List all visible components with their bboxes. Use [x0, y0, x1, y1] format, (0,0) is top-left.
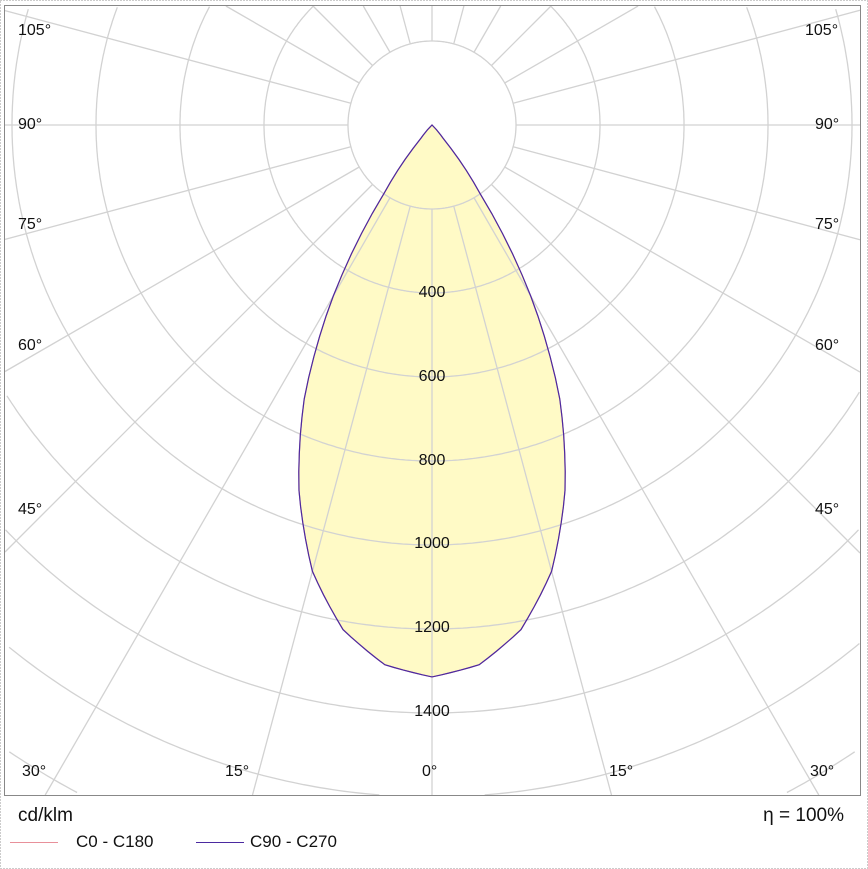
- angle-label-right: 30°: [810, 763, 835, 780]
- angle-label-left: 105°: [18, 22, 52, 39]
- legend-label-c0: C0 - C180: [76, 832, 154, 851]
- grid-circle: [8, 751, 78, 794]
- angle-label-left: 45°: [18, 501, 43, 518]
- radial-tick-label: 400: [418, 284, 446, 301]
- grid-circle: [8, 646, 380, 796]
- grid-ray: [504, 5, 639, 84]
- grid-ray: [512, 9, 861, 104]
- angle-label-left: 90°: [18, 116, 43, 133]
- unit-label: cd/klm: [18, 805, 73, 826]
- grid-ray: [4, 183, 374, 553]
- grid-ray: [4, 9, 352, 104]
- grid-ray: [4, 166, 360, 373]
- grid-ray: [490, 183, 861, 554]
- radial-tick-label: 1400: [414, 703, 450, 720]
- grid-circle: [95, 7, 769, 462]
- angle-label-left: 75°: [18, 216, 43, 233]
- angle-label-left: 15°: [225, 763, 250, 780]
- grid-ray: [4, 146, 352, 241]
- grid-circle: [179, 6, 685, 378]
- legend-label-c90: C90 - C270: [250, 832, 337, 851]
- radial-tick-label: 1200: [414, 619, 450, 636]
- angle-label-right: 45°: [815, 501, 840, 518]
- grid-ray: [453, 5, 465, 45]
- angle-label-left: 60°: [18, 337, 43, 354]
- grid-ray: [225, 5, 360, 84]
- grid-ray: [512, 146, 861, 241]
- plot-frame: [4, 5, 861, 796]
- grid-ray: [490, 5, 552, 67]
- angle-label-right: 90°: [815, 116, 840, 133]
- angle-label-left: 30°: [22, 763, 47, 780]
- grid-circle: [11, 9, 853, 546]
- grid-circle: [786, 751, 856, 794]
- grid-circle: [484, 642, 860, 796]
- grid-ray: [504, 166, 861, 373]
- angle-label-right: 15°: [609, 763, 634, 780]
- grid-ray: [399, 5, 411, 45]
- curve-c90-c270: [298, 124, 566, 678]
- grid-ray: [251, 205, 411, 796]
- grid-ray: [453, 205, 613, 796]
- grid-ray: [362, 5, 391, 53]
- angle-label-right: 60°: [815, 337, 840, 354]
- angle-label-zero: 0°: [422, 763, 438, 780]
- radial-tick-label: 800: [418, 452, 446, 469]
- grid-circle: [263, 5, 601, 294]
- legend-swatch-c90: [196, 842, 244, 843]
- grid-ray: [312, 5, 374, 67]
- angle-label-right: 75°: [815, 216, 840, 233]
- grid-ray: [473, 5, 502, 53]
- radial-tick-label: 600: [418, 368, 446, 385]
- grid-circle: [835, 9, 853, 125]
- grid-circle: [550, 5, 601, 125]
- grid-circle: [653, 6, 685, 125]
- legend-swatch-c0: [10, 842, 58, 843]
- efficiency-label: η = 100%: [763, 805, 844, 826]
- grid-circle: [6, 391, 860, 630]
- angle-label-right: 105°: [805, 22, 839, 39]
- radial-tick-label: 1000: [414, 535, 450, 552]
- grid-circle: [746, 7, 769, 125]
